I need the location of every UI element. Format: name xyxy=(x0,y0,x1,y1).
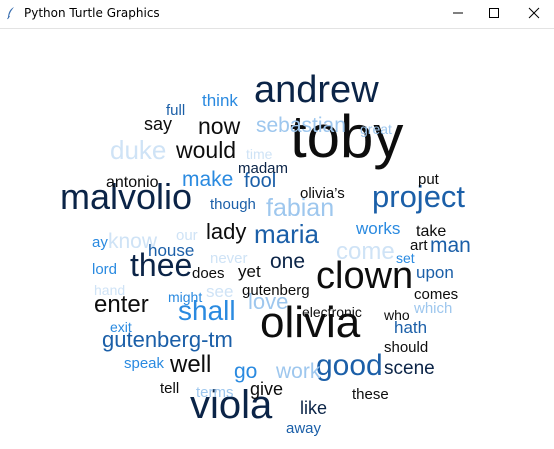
window-title: Python Turtle Graphics xyxy=(24,6,160,20)
word-works: works xyxy=(356,220,400,237)
word-hand: hand xyxy=(94,283,125,297)
word-madam: madam xyxy=(238,161,288,176)
word-antonio: antonio xyxy=(106,175,159,191)
minimize-button[interactable] xyxy=(438,0,478,26)
word-andrew: andrew xyxy=(254,71,379,109)
maximize-icon xyxy=(488,7,500,19)
word-which: which xyxy=(414,301,452,316)
word-duke: duke xyxy=(110,137,166,163)
word-terms: terms xyxy=(196,385,234,400)
word-these: these xyxy=(352,387,389,402)
word-olivias: olivia’s xyxy=(300,186,345,201)
word-like: like xyxy=(300,399,327,417)
word-speak: speak xyxy=(124,356,164,371)
word-good: good xyxy=(316,351,383,381)
minimize-icon xyxy=(452,7,464,19)
word-though: though xyxy=(210,197,256,212)
word-yet: yet xyxy=(238,263,261,280)
word-does: does xyxy=(192,266,225,281)
word-full: full xyxy=(166,103,185,118)
word-maria: maria xyxy=(254,221,319,247)
word-should: should xyxy=(384,340,428,355)
word-put: put xyxy=(418,172,439,187)
word-think: think xyxy=(202,92,238,109)
word-see: see xyxy=(206,283,233,300)
word-time: time xyxy=(246,147,272,161)
close-button[interactable] xyxy=(514,0,554,26)
word-tell: tell xyxy=(160,381,179,396)
maximize-button[interactable] xyxy=(474,0,514,26)
word-come: come xyxy=(336,240,395,264)
word-gutenberg: gutenberg xyxy=(242,283,310,298)
word-make: make xyxy=(182,169,233,190)
word-set: set xyxy=(396,251,415,265)
word-exit: exit xyxy=(110,320,132,334)
word-would: would xyxy=(176,139,236,162)
feather-icon xyxy=(6,6,16,20)
word-great: great xyxy=(360,122,392,136)
word-might: might xyxy=(168,290,202,304)
word-electronic: electronic xyxy=(302,305,362,319)
word-away: away xyxy=(286,421,321,436)
word-upon: upon xyxy=(416,264,454,281)
word-house: house xyxy=(148,242,194,259)
word-give: give xyxy=(250,380,283,398)
turtle-canvas[interactable]: toby andrew malvolio project clown olivi… xyxy=(0,29,554,449)
word-lord: lord xyxy=(92,262,117,277)
close-icon xyxy=(528,7,540,19)
word-well: well xyxy=(170,353,211,377)
word-lady: lady xyxy=(206,221,246,243)
word-sebastian: sebastian xyxy=(256,115,346,136)
word-ay: ay xyxy=(92,235,108,250)
word-one: one xyxy=(270,251,305,272)
word-hath: hath xyxy=(394,319,427,336)
title-bar[interactable]: Python Turtle Graphics xyxy=(0,0,554,29)
word-now: now xyxy=(198,115,240,138)
word-scene: scene xyxy=(384,359,435,378)
